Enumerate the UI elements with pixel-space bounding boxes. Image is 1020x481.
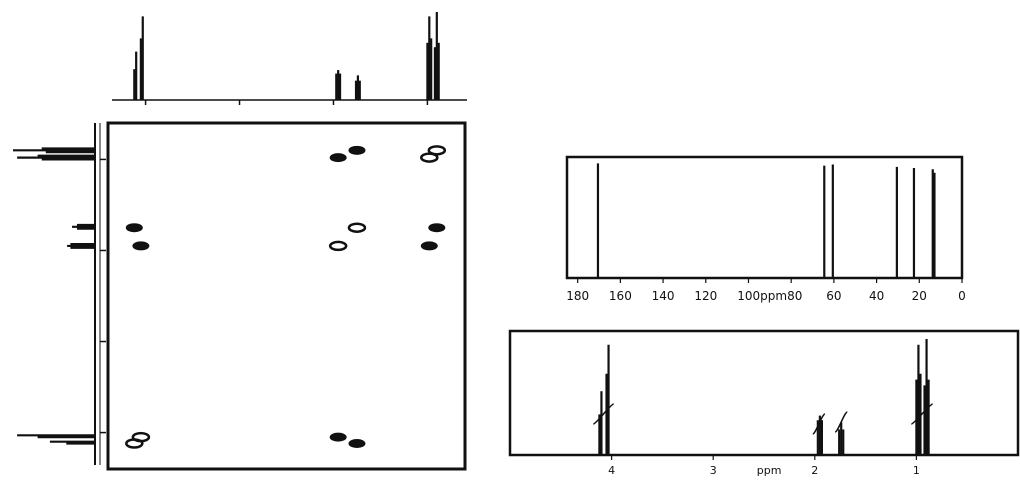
c13-tick-label-0: 180 [566, 289, 589, 303]
cosy-diagonal-peak-1 [131, 431, 151, 443]
h1-x-axis: 4 3 ppm 2 1 [608, 455, 920, 477]
c13-tick-label-4: 100ppm80 [737, 289, 802, 303]
h1-integral-curves [592, 403, 933, 435]
c13-tick-label-7: 20 [912, 289, 927, 303]
c13-tick-label-6: 40 [869, 289, 884, 303]
cosy-cross-peak-5 [125, 223, 143, 233]
cosy-diagonal-peak-5 [427, 145, 447, 156]
h1-integral-3 [910, 403, 933, 425]
cosy-diagonal-peak-2 [328, 240, 348, 252]
c13-x-axis: 180 160 140 120 100ppm80 60 40 20 0 [566, 278, 966, 303]
cosy-cross-peak-7 [348, 439, 366, 449]
c13-tick-label-2: 140 [652, 289, 675, 303]
h1-integral-1 [812, 413, 826, 435]
cosy-top-projection [133, 12, 440, 100]
c13-plot-frame [565, 155, 964, 280]
cosy-diagonal-peak-4 [420, 152, 439, 163]
cosy-plot-frame [106, 121, 467, 471]
h1-tick-label-0: 4 [608, 464, 615, 477]
h1-spectrum-peaks [598, 339, 930, 455]
cosy-cross-peak-6 [329, 432, 347, 442]
h1-tick-label-2: ppm [757, 464, 782, 477]
cosy-left-projection [13, 147, 95, 445]
c13-spectrum-peaks [596, 163, 936, 278]
c13-tick-label-1: 160 [609, 289, 632, 303]
cosy-cross-peak-4 [132, 241, 150, 251]
cosy-cross-peak-0 [329, 153, 347, 163]
h1-integral-0 [592, 403, 614, 425]
c13-tick-label-5: 60 [826, 289, 841, 303]
cosy-cross-peak-2 [420, 241, 438, 251]
c13-tick-label-8: 0 [958, 289, 966, 303]
cosy-top-axis-ticks [144, 100, 429, 105]
cosy-left-axis-ticks [100, 158, 106, 434]
cosy-cross-peak-1 [348, 145, 366, 155]
cosy-diagonal-peak-3 [347, 222, 367, 233]
cosy-cross-peak-3 [428, 223, 446, 233]
h1-tick-label-3: 2 [811, 464, 818, 477]
h1-tick-label-1: 3 [710, 464, 717, 477]
c13-tick-label-3: 120 [694, 289, 717, 303]
h1-plot-frame [508, 329, 1020, 457]
h1-integral-2 [834, 411, 848, 433]
h1-tick-label-4: 1 [913, 464, 920, 477]
cosy-contour-peaks [125, 145, 447, 449]
